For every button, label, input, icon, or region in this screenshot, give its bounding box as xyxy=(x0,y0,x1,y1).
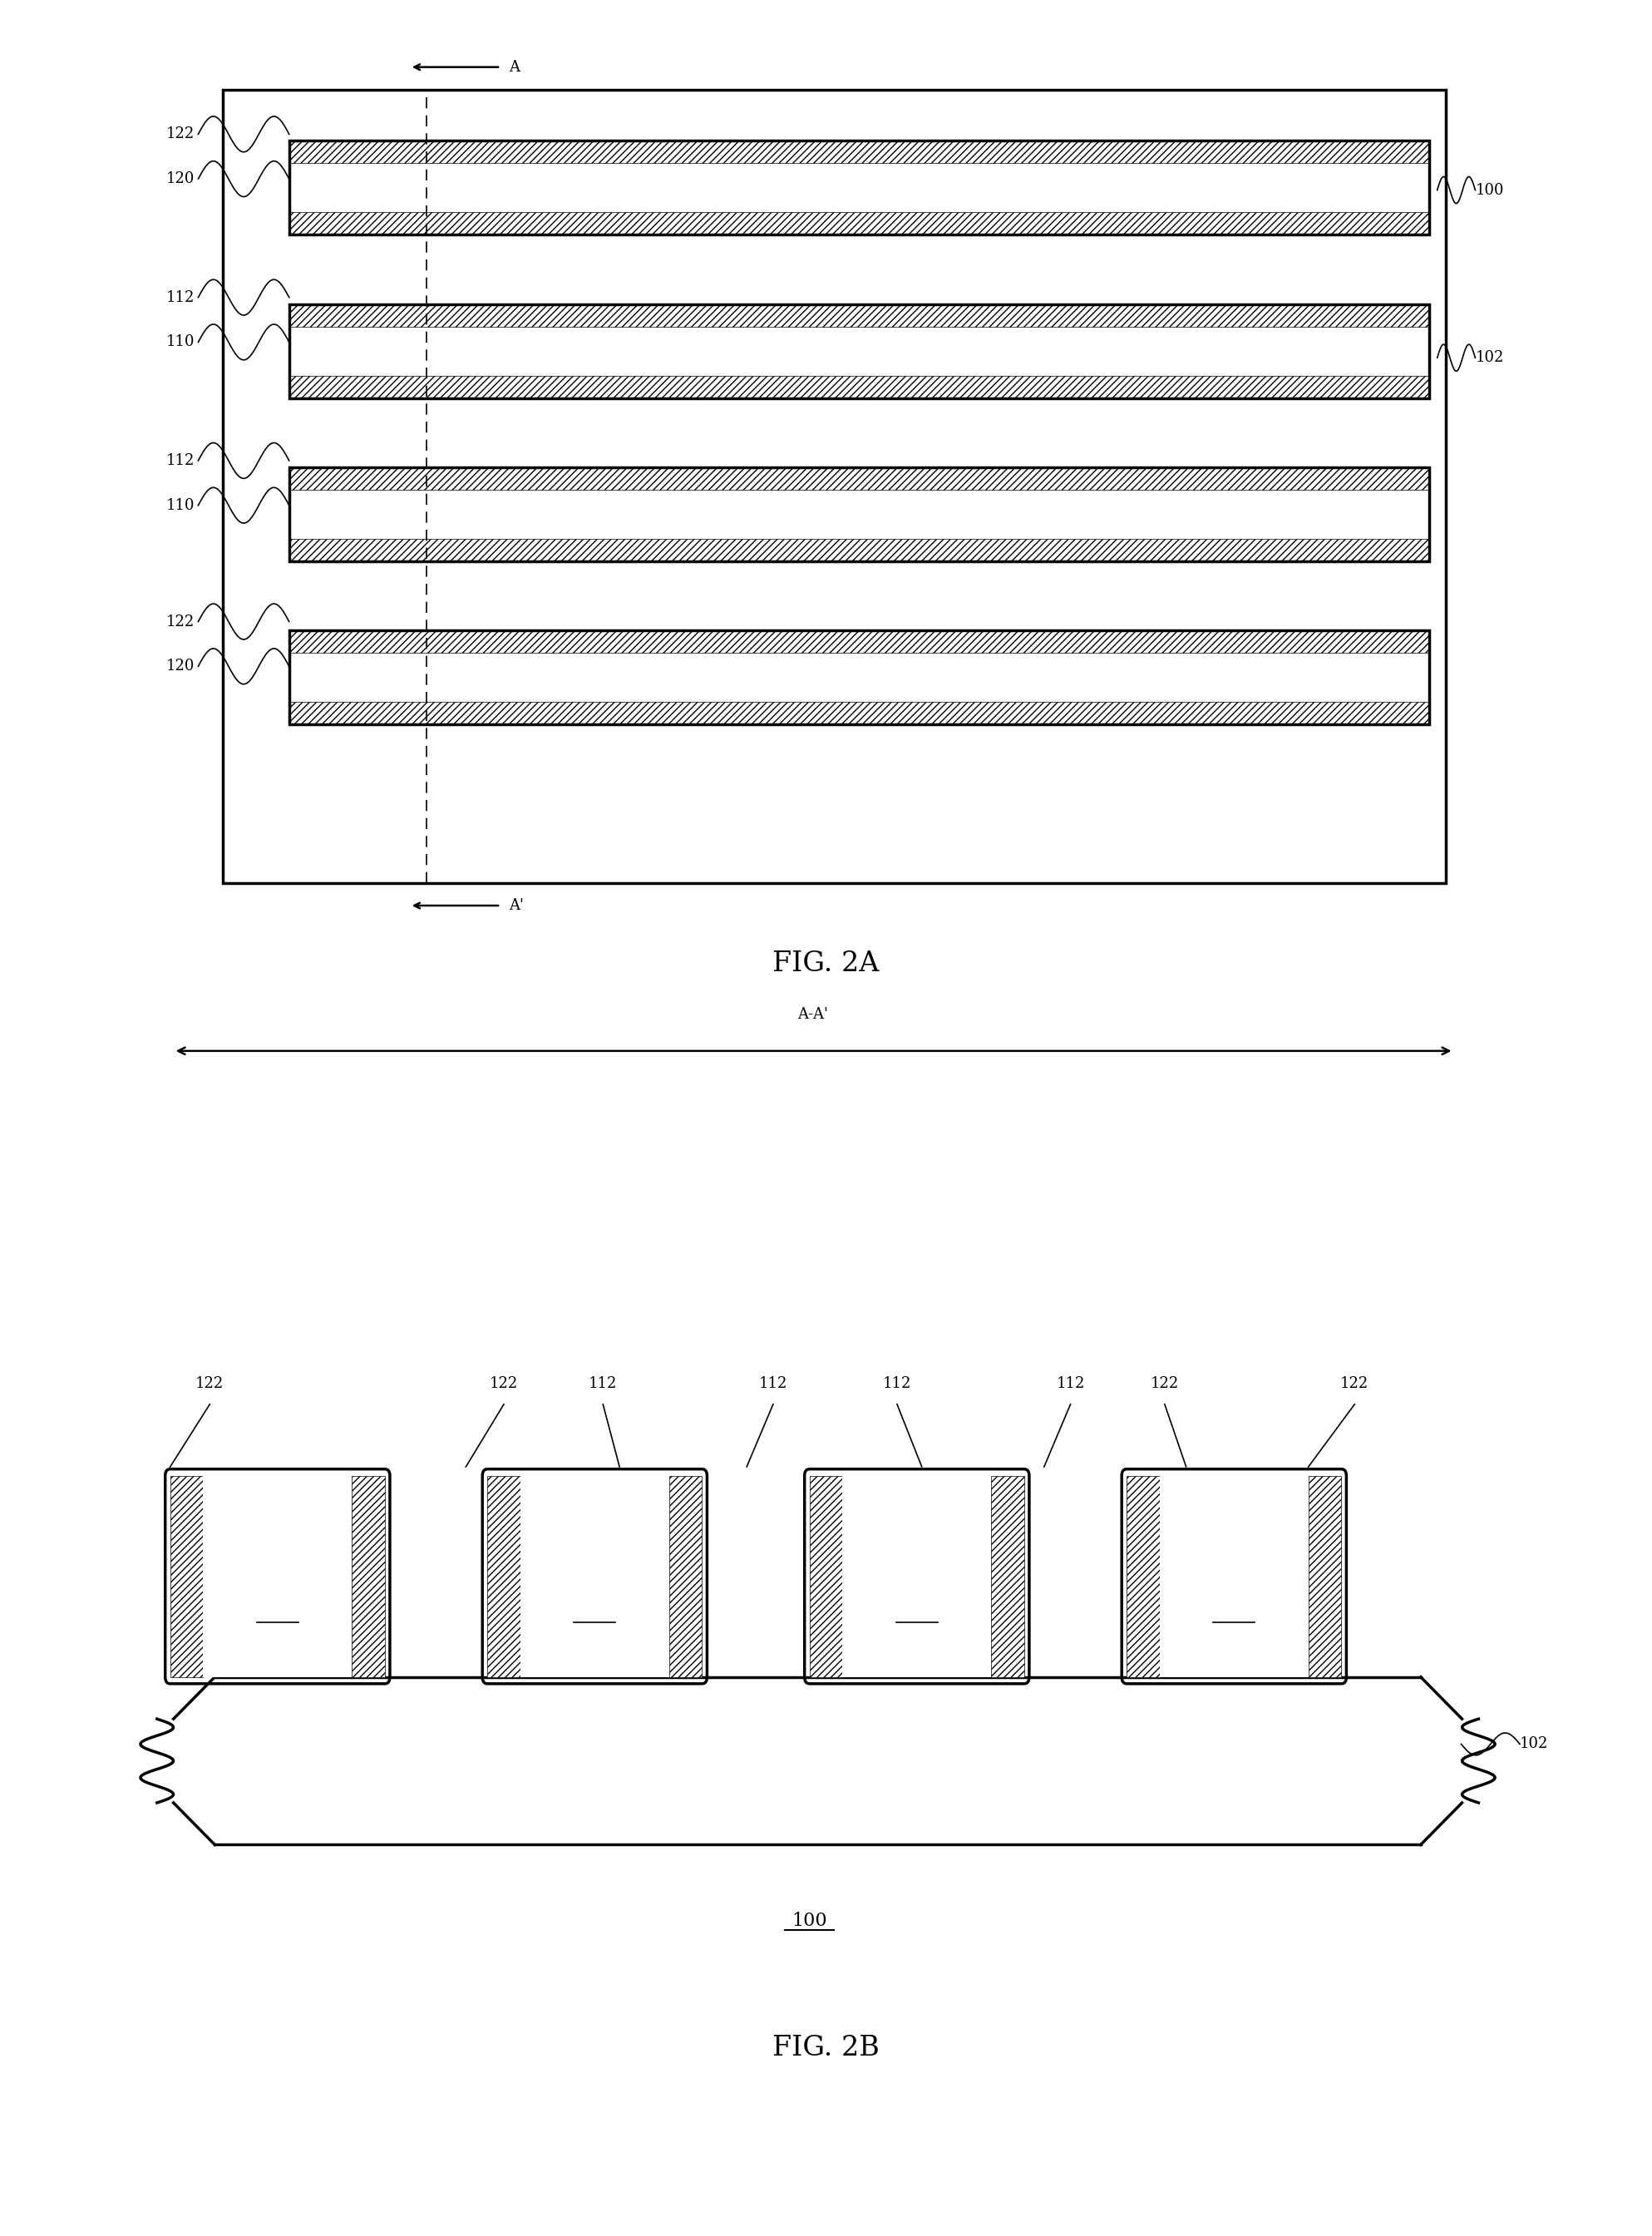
Bar xyxy=(487,1476,702,1677)
Text: 122: 122 xyxy=(195,1375,225,1391)
Bar xyxy=(289,141,1429,235)
Text: A-A': A-A' xyxy=(798,1006,828,1022)
Bar xyxy=(289,304,1429,398)
Bar xyxy=(289,141,1429,163)
Text: 122: 122 xyxy=(489,1375,519,1391)
Text: 112: 112 xyxy=(167,291,195,304)
Text: 100: 100 xyxy=(1475,183,1503,197)
Bar xyxy=(520,1476,669,1677)
Bar xyxy=(1160,1476,1308,1677)
Text: A': A' xyxy=(509,899,524,912)
Bar xyxy=(991,1476,1024,1677)
Bar xyxy=(289,141,1429,235)
Bar xyxy=(487,1476,520,1677)
Text: FIG. 2B: FIG. 2B xyxy=(773,2035,879,2062)
Text: A: A xyxy=(509,60,520,74)
Bar xyxy=(289,467,1429,561)
Text: 120: 120 xyxy=(167,172,195,186)
Text: 122: 122 xyxy=(167,615,195,628)
Text: 120: 120 xyxy=(263,1579,292,1594)
Bar xyxy=(289,467,1429,490)
Bar xyxy=(1127,1476,1341,1677)
Bar xyxy=(289,631,1429,724)
Bar xyxy=(289,304,1429,326)
Bar xyxy=(289,212,1429,235)
Bar xyxy=(289,304,1429,398)
Text: 112: 112 xyxy=(758,1375,788,1391)
Bar xyxy=(289,376,1429,398)
Text: 120: 120 xyxy=(167,660,195,673)
Text: 110: 110 xyxy=(902,1579,932,1594)
Bar xyxy=(289,631,1429,724)
Bar xyxy=(669,1476,702,1677)
Text: 122: 122 xyxy=(1150,1375,1180,1391)
Text: 112: 112 xyxy=(588,1375,618,1391)
Bar xyxy=(170,1476,385,1677)
Text: 112: 112 xyxy=(882,1375,912,1391)
Bar xyxy=(289,467,1429,561)
Bar xyxy=(809,1476,843,1677)
Bar xyxy=(1127,1476,1160,1677)
Text: 110: 110 xyxy=(580,1579,610,1594)
Bar xyxy=(170,1476,203,1677)
Text: FIG. 2A: FIG. 2A xyxy=(773,950,879,977)
Text: 110: 110 xyxy=(167,335,195,349)
Text: 102: 102 xyxy=(1475,351,1503,364)
Text: 112: 112 xyxy=(167,454,195,467)
Bar xyxy=(289,702,1429,724)
Bar xyxy=(289,631,1429,653)
Bar xyxy=(843,1476,991,1677)
Text: 110: 110 xyxy=(167,499,195,512)
Text: 120: 120 xyxy=(1219,1579,1249,1594)
Bar xyxy=(223,89,1446,883)
Text: 122: 122 xyxy=(167,127,195,141)
Bar xyxy=(203,1476,352,1677)
Text: 102: 102 xyxy=(1520,1737,1548,1751)
Text: 122: 122 xyxy=(1340,1375,1370,1391)
Text: 100: 100 xyxy=(791,1912,828,1930)
Bar xyxy=(809,1476,1024,1677)
Bar xyxy=(352,1476,385,1677)
Bar xyxy=(1308,1476,1341,1677)
Text: 112: 112 xyxy=(1056,1375,1085,1391)
Bar xyxy=(289,539,1429,561)
